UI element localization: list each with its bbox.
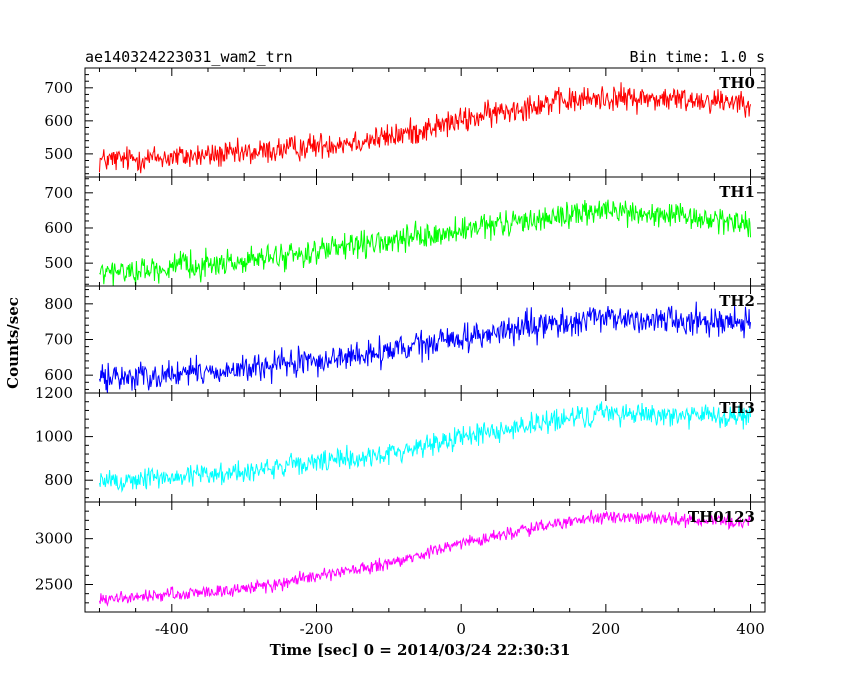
y-tick-label: 2500 [35, 576, 73, 594]
x-axis-title: Time [sec] 0 = 2014/03/24 22:30:31 [270, 641, 571, 659]
panel-frame-th2 [84, 285, 766, 394]
chart-title-right: Bin time: 1.0 s [630, 48, 765, 66]
panels-group: 500 600 700 TH0 500 600 700 TH1 600 700 800 TH2 800 1… [35, 67, 766, 638]
x-tick-label: 0 [456, 620, 466, 638]
series-line-th3 [98, 401, 752, 493]
y-tick-label: 800 [44, 295, 73, 313]
panel-label-th0: TH0 [719, 74, 755, 92]
x-tick-label: 400 [736, 620, 765, 638]
y-tick-label: 1200 [35, 384, 73, 402]
y-tick-label: 600 [44, 112, 73, 130]
y-tick-label: 700 [44, 331, 73, 349]
y-tick-label: 3000 [35, 530, 73, 548]
y-tick-label: 700 [44, 79, 73, 97]
x-tick-label: -400 [155, 620, 189, 638]
x-tick-label: 200 [592, 620, 621, 638]
panel-label-th2: TH2 [719, 292, 755, 310]
series-line-th1 [99, 199, 752, 286]
panel-label-th3: TH3 [719, 399, 755, 417]
x-tick-label: -200 [300, 620, 334, 638]
series-line-th2 [98, 301, 752, 393]
y-tick-label: 600 [44, 366, 73, 384]
y-tick-label: 1000 [35, 428, 73, 446]
y-tick-label: 800 [44, 471, 73, 489]
y-tick-label: 700 [44, 184, 73, 202]
panel-label-th1: TH1 [719, 183, 755, 201]
y-tick-label: 600 [44, 219, 73, 237]
y-tick-label: 500 [44, 145, 73, 163]
series-line-th0 [98, 82, 752, 174]
y-axis-title: Counts/sec [4, 297, 22, 389]
series-line-th0123 [98, 509, 751, 607]
y-tick-label: 500 [44, 254, 73, 272]
panel-label-th0123: TH0123 [688, 508, 755, 526]
chart-title-left: ae140324223031_wam2_trn [85, 48, 293, 66]
